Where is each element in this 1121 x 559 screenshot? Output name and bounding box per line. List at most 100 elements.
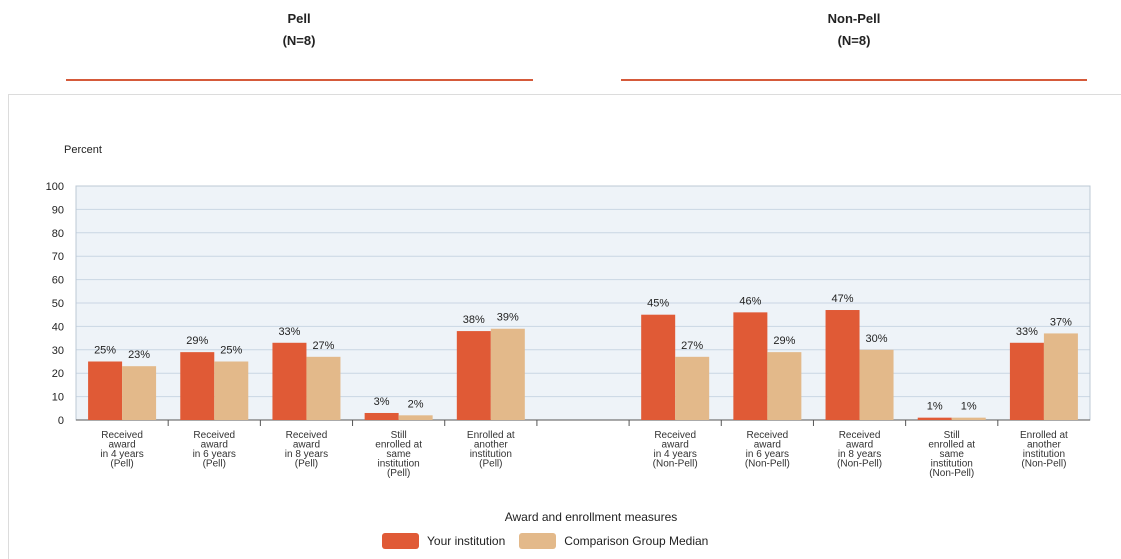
nonpell-group-heading: Non-Pell (N=8) bbox=[754, 8, 954, 52]
x-category-label: Enrolled at bbox=[467, 430, 515, 441]
legend-swatch-institution bbox=[382, 533, 419, 549]
data-label-institution: 45% bbox=[647, 298, 669, 310]
x-category-label: award bbox=[293, 440, 320, 451]
x-category-label: another bbox=[1027, 440, 1062, 451]
x-category-label: Received bbox=[193, 430, 235, 441]
data-label-comparison: 39% bbox=[497, 312, 519, 324]
legend-label-comparison: Comparison Group Median bbox=[564, 534, 709, 548]
x-category-label: award bbox=[662, 440, 689, 451]
legend-item-institution: Your institution bbox=[382, 533, 505, 549]
x-category-label: enrolled at bbox=[928, 440, 975, 451]
x-category-label: enrolled at bbox=[375, 440, 422, 451]
bar-institution bbox=[272, 342, 307, 420]
x-category-label: in 6 years bbox=[746, 449, 789, 460]
data-label-institution: 47% bbox=[832, 293, 854, 305]
pell-divider bbox=[66, 79, 533, 81]
x-category-label: Received bbox=[839, 430, 881, 441]
y-tick-label: 70 bbox=[52, 251, 64, 263]
data-label-institution: 1% bbox=[927, 401, 943, 413]
legend-label-institution: Your institution bbox=[427, 534, 506, 548]
nonpell-n: (N=8) bbox=[837, 33, 871, 48]
x-category-label: in 4 years bbox=[100, 449, 143, 460]
data-label-comparison: 30% bbox=[866, 333, 888, 345]
x-category-label: (Non-Pell) bbox=[837, 459, 882, 470]
x-category-label: same bbox=[940, 449, 965, 460]
x-category-label: (Pell) bbox=[203, 459, 226, 470]
data-label-comparison: 27% bbox=[681, 340, 703, 352]
y-tick-label: 100 bbox=[46, 181, 64, 193]
bar-comparison bbox=[767, 352, 802, 420]
legend-swatch-comparison bbox=[519, 533, 557, 549]
x-category-label: Received bbox=[286, 430, 328, 441]
x-category-label: award bbox=[846, 440, 873, 451]
pell-n: (N=8) bbox=[282, 33, 316, 48]
x-category-label: (Pell) bbox=[295, 459, 318, 470]
bar-institution bbox=[364, 412, 399, 420]
data-label-comparison: 2% bbox=[408, 398, 424, 410]
x-category-label: (Non-Pell) bbox=[745, 459, 790, 470]
x-category-label: Received bbox=[747, 430, 789, 441]
y-tick-label: 50 bbox=[52, 298, 64, 310]
bar-institution bbox=[825, 310, 860, 420]
pell-title: Pell bbox=[287, 11, 311, 26]
y-tick-label: 0 bbox=[58, 415, 64, 427]
x-category-label: Still bbox=[944, 430, 960, 441]
bar-comparison bbox=[951, 417, 986, 420]
x-category-label: (Pell) bbox=[479, 459, 502, 470]
x-category-label: award bbox=[108, 440, 135, 451]
bar-comparison bbox=[122, 366, 157, 420]
x-category-label: institution bbox=[378, 459, 420, 470]
x-category-label: same bbox=[386, 449, 411, 460]
bar-institution bbox=[733, 312, 768, 420]
x-category-label: (Non-Pell) bbox=[929, 468, 974, 479]
x-axis-label: Award and enrollment measures bbox=[505, 510, 678, 524]
nonpell-divider bbox=[621, 79, 1087, 81]
data-label-comparison: 29% bbox=[773, 335, 795, 347]
y-tick-label: 60 bbox=[52, 275, 64, 287]
bar-comparison bbox=[306, 356, 341, 420]
bar-institution bbox=[456, 331, 491, 420]
data-label-comparison: 1% bbox=[961, 401, 977, 413]
x-category-label: award bbox=[201, 440, 228, 451]
data-label-comparison: 37% bbox=[1050, 316, 1072, 328]
x-category-label: (Non-Pell) bbox=[653, 459, 698, 470]
chart-frame bbox=[8, 94, 1121, 559]
x-category-label: (Non-Pell) bbox=[1021, 459, 1066, 470]
x-category-label: in 8 years bbox=[285, 449, 328, 460]
y-tick-label: 80 bbox=[52, 228, 64, 240]
x-category-label: another bbox=[474, 440, 509, 451]
x-category-label: award bbox=[754, 440, 781, 451]
bar-comparison bbox=[675, 356, 710, 420]
data-label-comparison: 27% bbox=[312, 340, 334, 352]
data-label-institution: 25% bbox=[94, 345, 116, 357]
x-category-label: Enrolled at bbox=[1020, 430, 1068, 441]
bar-comparison bbox=[1043, 333, 1078, 420]
bar-comparison bbox=[859, 349, 894, 420]
x-category-label: Received bbox=[101, 430, 143, 441]
data-label-institution: 38% bbox=[463, 314, 485, 326]
x-category-label: (Pell) bbox=[387, 468, 410, 479]
bar-comparison bbox=[398, 415, 433, 420]
y-tick-label: 20 bbox=[52, 368, 64, 380]
bar-comparison bbox=[214, 361, 249, 420]
nonpell-title: Non-Pell bbox=[827, 11, 881, 26]
x-category-label: institution bbox=[1023, 449, 1065, 460]
y-tick-label: 10 bbox=[52, 392, 64, 404]
y-axis-label: Percent bbox=[64, 144, 102, 156]
x-category-label: (Pell) bbox=[110, 459, 133, 470]
bar-institution bbox=[917, 417, 952, 420]
y-tick-label: 30 bbox=[52, 345, 64, 357]
x-category-label: in 6 years bbox=[193, 449, 236, 460]
x-category-label: in 8 years bbox=[838, 449, 881, 460]
bar-institution bbox=[180, 352, 215, 420]
pell-group-heading: Pell (N=8) bbox=[199, 8, 399, 52]
data-label-comparison: 25% bbox=[220, 345, 242, 357]
x-category-label: institution bbox=[470, 449, 512, 460]
x-category-label: Received bbox=[654, 430, 696, 441]
data-label-institution: 46% bbox=[739, 295, 761, 307]
legend-item-comparison: Comparison Group Median bbox=[519, 533, 708, 549]
x-category-label: Still bbox=[391, 430, 407, 441]
data-label-institution: 33% bbox=[278, 326, 300, 338]
chart-legend: Your institution Comparison Group Median bbox=[382, 533, 722, 549]
y-tick-label: 40 bbox=[52, 321, 64, 333]
